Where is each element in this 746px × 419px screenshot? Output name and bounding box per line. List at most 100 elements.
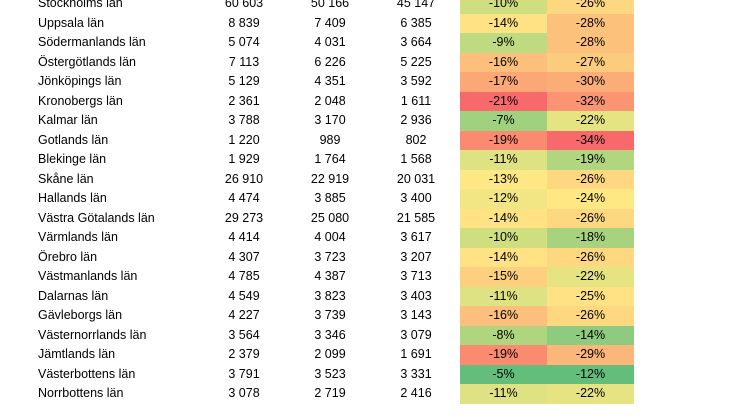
value-cell-3: 2 936 [400, 113, 432, 127]
change-cell-1: -14% [460, 13, 547, 33]
value-cell-1: 29 273 [224, 210, 264, 225]
table-row: Norrbottens län 3 078 2 719 2 416 -11% -22% [0, 384, 746, 404]
table-row: Stockholms län 60 603 50 166 45 147 -10% -26% [0, 0, 746, 14]
value-cell-1: 4 227 [228, 308, 260, 322]
table-row: Hallands län 4 474 3 885 3 400 -12% -24% [0, 189, 746, 209]
value-cell-1: 8 839 [228, 15, 260, 30]
value-cell-1: 4 307 [228, 249, 260, 264]
value-cell-3: 3 617 [400, 230, 432, 244]
change-cell-2: -28% [547, 33, 634, 53]
change-cell-2: -26% [547, 169, 634, 189]
value-cell-3: 5 225 [400, 54, 432, 69]
change-cell-2: -18% [547, 228, 634, 248]
table-row: Blekinge län 1 929 1 764 1 568 -11% -19% [0, 150, 746, 170]
county-name: Stockholms län [38, 0, 123, 10]
county-name: Gotlands län [38, 132, 109, 147]
value-cell-3: 802 [405, 132, 427, 147]
value-cell-2: 2 099 [314, 347, 346, 361]
change-cell-1: -12% [460, 189, 547, 209]
change-cell-2: -30% [547, 72, 634, 92]
change-cell-2: -26% [547, 208, 634, 228]
value-cell-1: 3 078 [228, 386, 260, 400]
county-name: Skåne län [38, 171, 94, 186]
change-cell-2: -14% [547, 325, 634, 345]
value-cell-2: 3 170 [314, 113, 346, 127]
change-cell-2: -29% [547, 345, 634, 365]
county-name: Uppsala län [38, 15, 105, 30]
change-cell-2: -26% [547, 0, 634, 14]
change-cell-1: -8% [460, 325, 547, 345]
change-cell-2: -22% [547, 384, 634, 404]
table-row: Östergötlands län 7 113 6 226 5 225 -16% -27% [0, 52, 746, 72]
value-cell-1: 3 564 [228, 327, 260, 342]
table-row: Jämtlands län 2 379 2 099 1 691 -19% -29% [0, 345, 746, 365]
change-cell-2: -22% [547, 111, 634, 131]
value-cell-2: 4 031 [314, 35, 346, 49]
value-cell-3: 1 691 [400, 347, 432, 361]
value-cell-2: 1 764 [314, 152, 346, 166]
value-cell-2: 2 048 [314, 93, 346, 108]
county-name: Norrbottens län [38, 386, 124, 400]
value-cell-2: 3 739 [314, 308, 346, 322]
value-cell-1: 4 414 [228, 230, 260, 244]
table-row: Örebro län 4 307 3 723 3 207 -14% -26% [0, 247, 746, 267]
table-row: Skåne län 26 910 22 919 20 031 -13% -26% [0, 169, 746, 189]
value-cell-2: 3 823 [314, 288, 346, 303]
table-row: Kronobergs län 2 361 2 048 1 611 -21% -32% [0, 91, 746, 111]
change-cell-1: -19% [460, 130, 547, 150]
change-cell-1: -10% [460, 0, 547, 14]
change-cell-2: -34% [547, 130, 634, 150]
change-cell-1: -14% [460, 208, 547, 228]
county-name: Västmanlands län [38, 269, 138, 283]
change-cell-1: -11% [460, 384, 547, 404]
value-cell-2: 7 409 [314, 15, 346, 30]
change-cell-2: -28% [547, 13, 634, 33]
value-cell-2: 3 523 [314, 366, 346, 381]
change-cell-1: -11% [460, 150, 547, 170]
value-cell-2: 25 080 [310, 210, 350, 225]
value-cell-2: 50 166 [310, 0, 350, 10]
value-cell-3: 3 143 [400, 308, 432, 322]
value-cell-3: 3 592 [400, 74, 432, 88]
county-name: Södermanlands län [38, 35, 146, 49]
value-cell-3: 1 568 [400, 152, 432, 166]
value-cell-3: 3 207 [400, 249, 432, 264]
value-cell-3: 3 331 [400, 366, 432, 381]
value-cell-2: 4 004 [314, 230, 346, 244]
value-cell-2: 4 351 [314, 74, 346, 88]
change-cell-2: -26% [547, 306, 634, 326]
table-row: Västra Götalands län 29 273 25 080 21 585 -1… [0, 208, 746, 228]
value-cell-3: 20 031 [396, 171, 436, 186]
county-name: Jämtlands län [38, 347, 116, 361]
value-cell-2: 6 226 [314, 54, 346, 69]
value-cell-1: 7 113 [228, 54, 260, 69]
county-name: Värmlands län [38, 230, 118, 244]
change-cell-2: -22% [547, 267, 634, 287]
change-cell-1: -21% [460, 91, 547, 111]
change-cell-2: -32% [547, 91, 634, 111]
county-name: Hallands län [38, 191, 107, 205]
value-cell-1: 5 129 [228, 74, 260, 88]
value-cell-1: 3 791 [228, 366, 260, 381]
change-cell-1: -16% [460, 52, 547, 72]
county-name: Västra Götalands län [38, 210, 155, 225]
table-row: Jönköpings län 5 129 4 351 3 592 -17% -30% [0, 72, 746, 92]
change-cell-1: -16% [460, 306, 547, 326]
value-cell-2: 2 719 [314, 386, 346, 400]
table-row: Gävleborgs län 4 227 3 739 3 143 -16% -26% [0, 306, 746, 326]
value-cell-3: 3 079 [400, 327, 432, 342]
value-cell-3: 3 664 [400, 35, 432, 49]
value-cell-2: 4 387 [314, 269, 346, 283]
county-name: Västerbottens län [38, 366, 136, 381]
table-row: Västerbottens län 3 791 3 523 3 331 -5% -12% [0, 364, 746, 384]
county-name: Örebro län [38, 249, 98, 264]
county-name: Västernorrlands län [38, 327, 147, 342]
change-cell-2: -19% [547, 150, 634, 170]
table-row: Västernorrlands län 3 564 3 346 3 079 -8% -14… [0, 325, 746, 345]
change-cell-1: -17% [460, 72, 547, 92]
value-cell-3: 2 416 [400, 386, 432, 400]
change-cell-1: -11% [460, 286, 547, 306]
value-cell-2: 3 885 [314, 191, 346, 205]
value-cell-1: 4 549 [228, 288, 260, 303]
value-cell-1: 1 220 [228, 132, 260, 147]
